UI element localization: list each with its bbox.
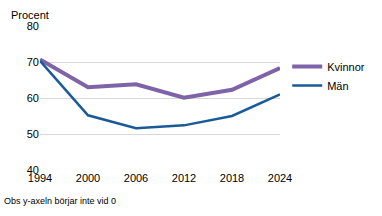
svg-text:Kvinnor: Kvinnor: [327, 61, 365, 73]
svg-text:2018: 2018: [220, 172, 244, 184]
svg-text:70: 70: [27, 56, 39, 68]
svg-text:Män: Män: [327, 80, 348, 92]
svg-text:Procent: Procent: [11, 9, 49, 21]
svg-text:2012: 2012: [172, 172, 196, 184]
svg-text:50: 50: [27, 128, 39, 140]
svg-text:Obs y-axeln börjar inte vid 0: Obs y-axeln börjar inte vid 0: [4, 196, 116, 206]
svg-text:40: 40: [27, 164, 39, 176]
svg-text:2006: 2006: [124, 172, 148, 184]
svg-text:60: 60: [27, 92, 39, 104]
svg-text:80: 80: [27, 20, 39, 32]
svg-text:2000: 2000: [76, 172, 100, 184]
svg-text:2024: 2024: [268, 172, 292, 184]
svg-text:1994: 1994: [28, 172, 52, 184]
